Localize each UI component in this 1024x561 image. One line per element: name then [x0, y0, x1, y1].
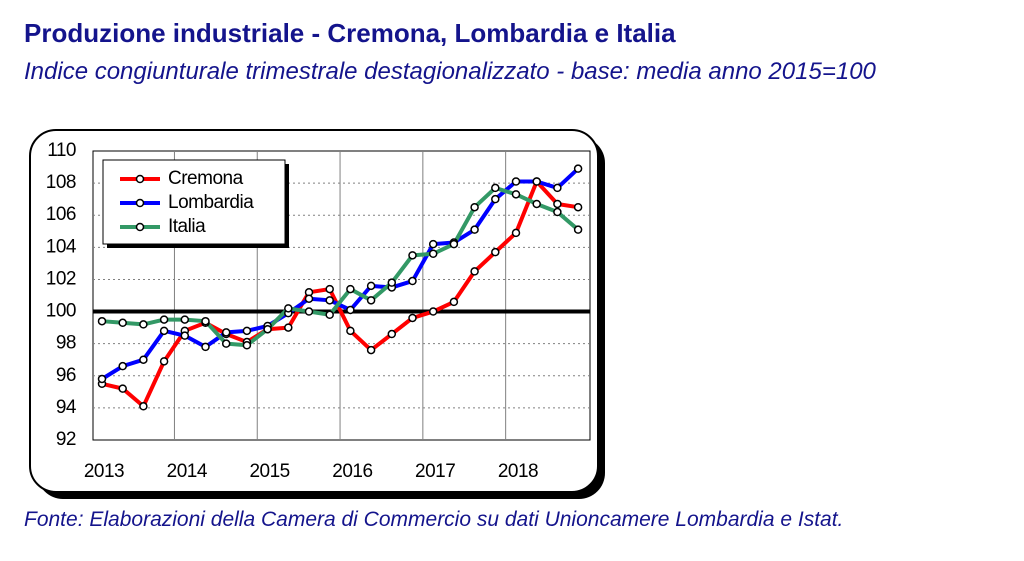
data-point: [573, 202, 583, 212]
y-tick-label: 92: [56, 429, 76, 450]
data-point: [573, 225, 583, 234]
x-tick-label: 2015: [249, 461, 289, 482]
y-tick-label: 96: [56, 365, 76, 386]
source-note: Fonte: Elaborazioni della Camera di Comm…: [24, 508, 844, 531]
x-tick-label: 2018: [498, 461, 538, 482]
data-point: [387, 278, 397, 287]
data-point: [201, 316, 210, 326]
data-point: [532, 177, 541, 186]
legend-label: Cremona: [168, 168, 244, 189]
data-point: [366, 296, 376, 305]
data-point: [553, 207, 562, 217]
y-tick-label: 94: [56, 397, 77, 418]
data-point: [491, 194, 500, 204]
data-point: [180, 315, 190, 324]
data-point: [221, 328, 231, 337]
data-point: [304, 307, 314, 316]
data-point: [408, 251, 417, 260]
data-point: [449, 297, 459, 307]
data-point: [532, 199, 541, 209]
data-point: [159, 357, 169, 366]
data-point: [325, 310, 334, 320]
data-point: [449, 239, 459, 249]
data-point: [511, 228, 521, 238]
y-tick-label: 106: [46, 204, 76, 225]
data-point: [573, 164, 583, 173]
data-point: [325, 284, 334, 294]
chart-title: Produzione industriale - Cremona, Lombar…: [24, 18, 676, 48]
legend-marker: [135, 222, 145, 232]
y-tick-label: 100: [46, 301, 76, 322]
data-point: [470, 225, 479, 234]
data-point: [408, 313, 417, 323]
data-point: [201, 342, 210, 352]
y-tick-label: 98: [56, 333, 76, 354]
data-point: [387, 329, 397, 339]
data-point: [180, 331, 190, 340]
y-tick-label: 102: [46, 268, 76, 289]
x-tick-label: 2014: [167, 461, 208, 482]
y-tick-label: 104: [46, 236, 77, 257]
data-point: [118, 361, 127, 371]
data-point: [325, 296, 334, 305]
data-point: [408, 276, 417, 286]
data-point: [553, 199, 562, 209]
data-point: [263, 324, 272, 334]
x-tick-label: 2017: [415, 461, 455, 482]
data-point: [242, 326, 252, 336]
data-point: [511, 177, 521, 186]
data-point: [428, 307, 438, 316]
data-point: [221, 339, 231, 348]
data-point: [159, 315, 169, 324]
data-point: [428, 239, 438, 249]
data-point: [470, 267, 479, 276]
data-point: [304, 294, 314, 303]
data-point: [491, 183, 500, 193]
data-point: [284, 323, 293, 332]
data-point: [159, 326, 169, 336]
y-tick-label: 110: [47, 140, 76, 161]
x-tick-label: 2013: [84, 461, 124, 482]
data-point: [139, 355, 148, 364]
data-point: [491, 247, 500, 257]
data-point: [346, 284, 355, 294]
data-point: [346, 305, 355, 315]
data-point: [97, 316, 107, 326]
data-point: [366, 345, 376, 355]
data-point: [428, 249, 438, 259]
data-point: [284, 304, 293, 313]
legend-label: Italia: [168, 216, 206, 237]
data-point: [97, 374, 107, 384]
data-point: [242, 341, 252, 350]
data-point: [118, 384, 127, 393]
data-point: [511, 190, 521, 199]
data-point: [118, 318, 127, 328]
x-tick-label: 2016: [332, 461, 372, 482]
legend-marker: [135, 198, 145, 208]
legend-label: Lombardia: [168, 192, 254, 213]
data-point: [139, 402, 148, 411]
y-tick-label: 108: [46, 172, 76, 193]
chart-subtitle: Indice congiunturale trimestrale destagi…: [24, 58, 876, 85]
data-point: [366, 281, 376, 291]
data-point: [470, 202, 479, 212]
data-point: [139, 320, 148, 329]
legend-marker: [135, 174, 145, 184]
data-point: [553, 183, 562, 193]
data-point: [346, 326, 355, 336]
